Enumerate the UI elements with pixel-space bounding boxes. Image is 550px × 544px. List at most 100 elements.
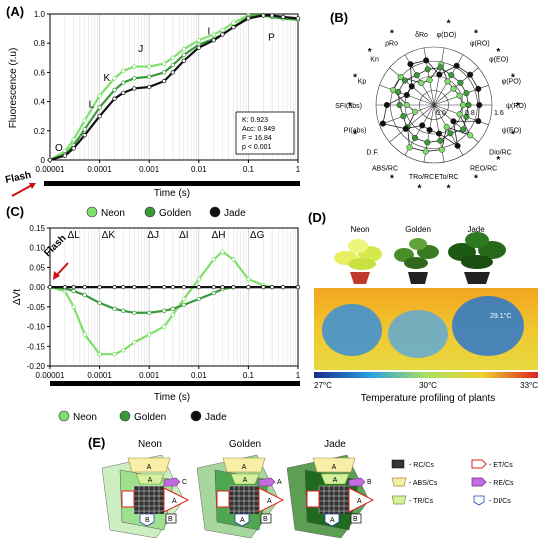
y-tick-label: 0 [41, 156, 46, 165]
legend-marker-jade [190, 410, 202, 422]
radar-point-jade [423, 57, 430, 64]
chart-c-y-ticks: 0.15 0.10 0.05 0.00 -0.05 -0.10 -0.15 -0.20 [27, 224, 50, 371]
data-point-jade [181, 284, 187, 290]
y-tick-label: 0.15 [29, 224, 45, 233]
x-tick-label: 0.1 [243, 165, 255, 174]
data-point-jade [161, 79, 167, 84]
data-point-neon [161, 324, 167, 329]
radar-point-jade [476, 101, 483, 109]
legend-label-jade: Jade [205, 412, 227, 423]
thermal-plant-golden [388, 310, 448, 358]
model-letter-a: A [148, 477, 153, 484]
data-point-golden [170, 306, 176, 311]
radar-point-jade [475, 118, 482, 125]
radar-spoke [389, 104, 435, 143]
radar-point-neon [443, 123, 450, 131]
model-legend-di: - DI/Cs [473, 495, 511, 506]
significance-star: * [368, 47, 372, 58]
data-point-neon [231, 20, 236, 25]
chart-a-xlabel: Time (s) [154, 188, 190, 199]
thermal-scale-mid: 30°C [419, 381, 437, 390]
model-legend-label: - RC/Cs [409, 462, 434, 469]
data-point-jade [132, 284, 137, 290]
radar-axis-label: ψ(RO) [506, 103, 526, 110]
data-point-jade [121, 284, 126, 290]
data-point-golden [161, 70, 167, 75]
x-tick-label: 0.0001 [87, 371, 112, 380]
x-tick-label: 0.001 [139, 165, 160, 174]
radar-axis-label: Kn [370, 57, 379, 64]
data-point-neon [82, 332, 87, 337]
significance-star: * [390, 28, 394, 39]
model-letter: C [182, 479, 187, 486]
thermal-annotation: 29.1°C [490, 312, 511, 320]
radar-point-jade [383, 101, 390, 109]
radar-axis-label: ρRo [385, 41, 398, 48]
model-letter-a: A [357, 498, 362, 505]
data-point-jade [269, 13, 275, 18]
y-tick-label: -0.05 [27, 303, 46, 312]
significance-star: * [474, 28, 478, 39]
panel-d-photos: Neon Golden Jade [314, 225, 538, 404]
radar-point-jade [402, 125, 409, 132]
y-tick-label: 0.6 [34, 68, 46, 77]
model-legend-tr: - TR/Cs [391, 495, 433, 505]
x-tick-label: 0.00001 [36, 371, 65, 380]
significance-star: * [474, 174, 478, 185]
phase-label-i: I [208, 26, 211, 37]
legend-label-golden: Golden [134, 412, 166, 423]
thermal-plant-jade [452, 296, 524, 356]
radar-axis-label: φ(RO) [470, 41, 490, 48]
plant-photo-jade [448, 232, 506, 284]
model-letter-a: A [243, 477, 248, 484]
y-tick-label: 0.8 [34, 39, 46, 48]
data-point-golden [121, 80, 126, 85]
model-title: Golden [229, 439, 261, 450]
chart-b-radar: φ(DO)*φ(RO)*φ(EO)*φ(PO)*ψ(RO)*ψ(EO)*Dio/… [335, 18, 526, 194]
panel-a-label: (A) [6, 4, 24, 19]
model-letter-b: B [263, 516, 268, 523]
chart-a-flash-bar [44, 181, 300, 186]
data-point-golden [132, 310, 137, 315]
stat-f: F = 16.84 [242, 135, 272, 142]
phase-label-k: K [104, 73, 111, 84]
model-letter: A [277, 479, 282, 486]
radar-axis-label: φ(DO) [437, 32, 457, 39]
phase-label-l: L [89, 99, 95, 110]
data-point-jade [280, 14, 286, 20]
radar-axis-label: TRo/RC [409, 174, 434, 181]
radar-point-golden [396, 101, 403, 109]
data-point-neon [147, 64, 152, 69]
data-point-jade [112, 284, 117, 290]
data-point-neon [82, 118, 87, 123]
data-point-jade [82, 284, 87, 290]
legend-label-jade: Jade [224, 208, 246, 219]
thermal-plant-neon [322, 304, 382, 356]
model-letter-a: A [172, 498, 177, 505]
significance-star: * [348, 101, 352, 112]
band-label: ΔL [68, 230, 81, 241]
radar-axis-label: ABS/RC [372, 165, 398, 172]
plant-label-golden: Golden [405, 225, 431, 234]
panel-e-label: (E) [88, 435, 105, 450]
significance-star: * [447, 18, 451, 29]
y-tick-label: -0.10 [27, 323, 46, 332]
data-point-jade [97, 114, 102, 119]
data-point-neon [181, 296, 187, 302]
data-point-golden [181, 52, 187, 58]
y-tick-label: -0.15 [27, 342, 46, 351]
thermal-scale-bar [314, 372, 538, 378]
legend-marker-neon [58, 410, 70, 422]
radar-ring-tick: 0.0 [436, 110, 446, 117]
data-point-jade [62, 153, 68, 158]
chart-a-flash-arrowhead [29, 183, 36, 189]
radar-point-jade [454, 142, 461, 149]
y-tick-label: 0.00 [29, 283, 45, 292]
model-legend-label: - TR/Cs [409, 498, 433, 505]
radar-point-golden [400, 113, 407, 120]
radar-point-golden [463, 90, 470, 97]
data-point-neon [71, 304, 76, 310]
data-point-golden [97, 300, 102, 306]
